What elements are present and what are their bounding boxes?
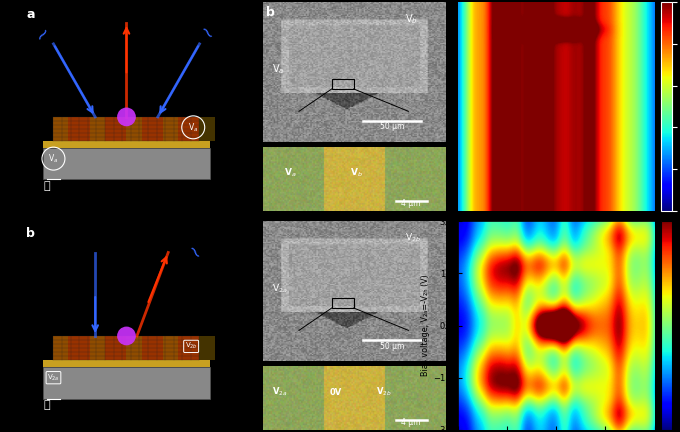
- Bar: [332, 79, 354, 89]
- Text: V$_{2b}$: V$_{2b}$: [185, 341, 198, 352]
- Text: 50 μm: 50 μm: [379, 123, 404, 131]
- Text: ⏚: ⏚: [44, 181, 50, 191]
- Polygon shape: [54, 336, 199, 360]
- Circle shape: [117, 327, 136, 345]
- Text: ~: ~: [194, 22, 218, 45]
- Polygon shape: [43, 367, 210, 399]
- Text: a: a: [27, 8, 35, 22]
- Text: ~: ~: [182, 241, 205, 264]
- Text: V$_{2a}$: V$_{2a}$: [271, 386, 287, 398]
- Text: V$_b$: V$_b$: [405, 12, 418, 25]
- Text: b: b: [266, 6, 275, 19]
- Bar: [126, 336, 141, 360]
- Text: ⏚: ⏚: [44, 400, 50, 410]
- Text: ~: ~: [31, 22, 55, 45]
- Bar: [199, 117, 214, 141]
- Text: V$_a$: V$_a$: [284, 167, 297, 179]
- Text: V$_{2b}$: V$_{2b}$: [405, 232, 421, 245]
- Text: V$_a$: V$_a$: [271, 62, 284, 76]
- Text: b: b: [27, 228, 35, 241]
- Bar: [54, 117, 69, 141]
- Text: 50 μm: 50 μm: [379, 342, 404, 350]
- Y-axis label: Bias voltage, V₂ₐ=-V₂ₕ (V): Bias voltage, V₂ₐ=-V₂ₕ (V): [421, 275, 430, 376]
- Bar: [199, 336, 214, 360]
- Text: V$_a$: V$_a$: [48, 152, 58, 165]
- Text: V$_{2a}$: V$_{2a}$: [271, 282, 288, 295]
- Polygon shape: [43, 141, 210, 148]
- Bar: [332, 298, 354, 308]
- Bar: [54, 336, 69, 360]
- Bar: [163, 117, 178, 141]
- Polygon shape: [43, 360, 210, 367]
- Bar: [90, 336, 105, 360]
- Bar: [90, 117, 105, 141]
- Text: 4 μm: 4 μm: [401, 418, 421, 427]
- Text: 4 μm: 4 μm: [401, 199, 421, 208]
- Text: V$_{2b}$: V$_{2b}$: [375, 386, 391, 398]
- Text: V$_{2a}$: V$_{2a}$: [47, 372, 60, 383]
- Circle shape: [117, 108, 136, 126]
- Bar: [126, 117, 141, 141]
- Polygon shape: [54, 117, 199, 141]
- Bar: [163, 336, 178, 360]
- Text: 0V: 0V: [330, 388, 342, 397]
- Polygon shape: [43, 148, 210, 179]
- Text: V$_b$: V$_b$: [350, 167, 363, 179]
- Text: V$_a$: V$_a$: [188, 121, 199, 133]
